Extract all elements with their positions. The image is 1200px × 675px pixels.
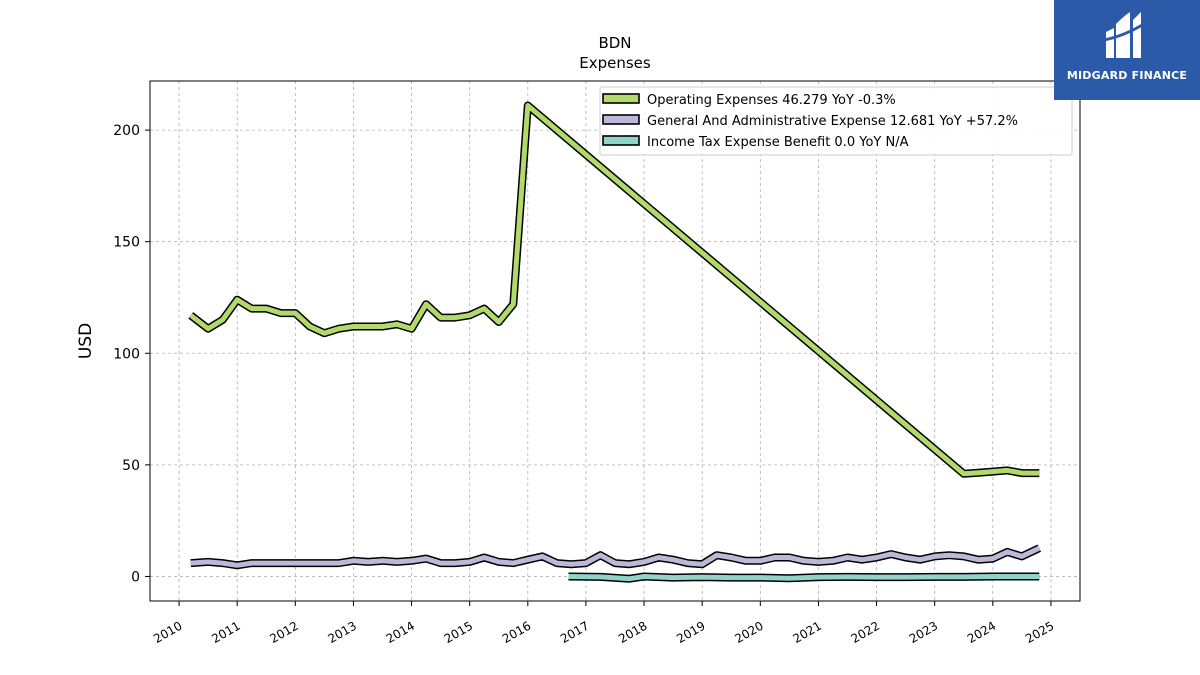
x-tick-label: 2018 xyxy=(616,619,649,646)
midgard-logo-icon xyxy=(1103,12,1145,58)
x-tick-label: 2020 xyxy=(732,619,765,646)
series-stroke xyxy=(190,545,1041,568)
chart-legend: Operating Expenses 46.279 YoY -0.3% Gener… xyxy=(599,86,1073,156)
y-tick-label: 100 xyxy=(113,346,140,362)
series-2-line xyxy=(190,544,1042,570)
legend-label: Income Tax Expense Benefit 0.0 YoY N/A xyxy=(647,135,909,150)
axis-ticks: 2010 2011 2012 2013 2014 2015 2016 2017 2018 2019… xyxy=(113,123,1056,646)
x-tick-label: 2012 xyxy=(267,619,300,646)
brand-name: MIDGARD FINANCE xyxy=(1066,69,1188,82)
x-tick-label: 2017 xyxy=(558,619,591,646)
legend-box xyxy=(599,86,1073,156)
x-tick-label: 2021 xyxy=(791,619,824,646)
chart-subtitle: Expenses xyxy=(579,54,651,72)
chart-title: BDN xyxy=(598,34,631,52)
series-stroke xyxy=(568,574,1040,582)
legend-label: Operating Expenses 46.279 YoY -0.3% xyxy=(647,93,896,108)
series-3-line xyxy=(568,572,1040,583)
x-tick-label: 2014 xyxy=(384,619,417,646)
plot-frame xyxy=(149,80,1081,602)
x-tick-label: 2019 xyxy=(674,619,707,646)
x-tick-label: 2025 xyxy=(1023,619,1056,646)
legend-swatch xyxy=(602,135,640,146)
legend-swatch xyxy=(602,93,640,104)
x-tick-label: 2023 xyxy=(907,619,940,646)
x-tick-label: 2015 xyxy=(442,619,475,646)
x-tick-label: 2013 xyxy=(326,619,359,646)
grid-lines xyxy=(150,81,1080,601)
x-tick-label: 2016 xyxy=(500,619,533,646)
series-1-line xyxy=(188,101,1040,478)
legend-label: General And Administrative Expense 12.68… xyxy=(647,114,1018,129)
series-stroke xyxy=(189,103,1040,477)
y-axis-label: USD xyxy=(76,323,96,359)
x-tick-label: 2010 xyxy=(151,619,184,646)
y-tick-label: 0 xyxy=(131,569,140,585)
y-tick-label: 150 xyxy=(113,235,140,251)
series-outline xyxy=(188,101,1040,478)
legend-swatch xyxy=(602,114,640,125)
x-tick-label: 2024 xyxy=(965,619,998,646)
brand-logo: MIDGARD FINANCE xyxy=(1054,0,1200,100)
series-layer xyxy=(188,101,1042,583)
y-tick-label: 200 xyxy=(113,123,140,139)
x-tick-label: 2022 xyxy=(849,619,882,646)
y-tick-label: 50 xyxy=(122,458,140,474)
x-tick-label: 2011 xyxy=(209,619,242,646)
